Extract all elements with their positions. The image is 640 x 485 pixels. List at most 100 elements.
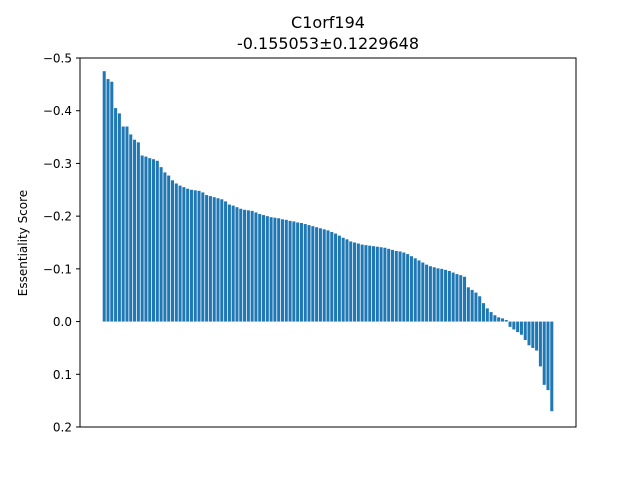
bar	[292, 221, 296, 322]
bar	[220, 199, 224, 322]
bar	[383, 247, 387, 322]
bar	[413, 258, 417, 322]
bar	[375, 246, 379, 322]
bar	[341, 237, 345, 322]
bar	[102, 71, 106, 322]
bar	[455, 274, 459, 322]
bar	[136, 142, 140, 322]
bar	[364, 245, 368, 322]
y-axis: −0.5 −0.4 −0.3 −0.2 −0.1 0.0 0.1 0.2	[43, 52, 80, 435]
bar	[387, 248, 391, 322]
bar	[322, 229, 326, 322]
bar	[379, 247, 383, 322]
bar	[349, 241, 353, 322]
bar	[117, 113, 121, 322]
bar	[152, 159, 156, 322]
bar	[425, 264, 429, 322]
bar	[519, 321, 523, 335]
bar	[447, 270, 451, 322]
bar	[170, 180, 174, 322]
bar	[356, 243, 360, 322]
bar	[504, 319, 508, 322]
bar	[311, 226, 315, 322]
bar	[535, 321, 539, 351]
bar	[144, 156, 148, 322]
bar	[523, 321, 527, 341]
y-axis-label: Essentiality Score	[16, 190, 30, 296]
bar	[334, 233, 338, 322]
y-tick-label: 0.1	[53, 368, 72, 382]
bar	[353, 242, 357, 322]
bar	[235, 207, 239, 322]
bar	[227, 204, 231, 322]
bar	[129, 134, 133, 322]
bar	[436, 268, 440, 322]
bar	[280, 219, 284, 322]
bar	[398, 251, 402, 322]
bar	[307, 225, 311, 322]
bar	[360, 244, 364, 322]
y-tick-label: 0.0	[53, 315, 72, 329]
bar	[550, 321, 554, 412]
bar	[493, 315, 497, 322]
bar	[273, 217, 277, 322]
bar	[500, 318, 504, 322]
bar	[246, 210, 250, 322]
bar	[372, 246, 376, 322]
bar	[212, 197, 216, 322]
bar	[417, 260, 421, 322]
plot-frame	[79, 57, 577, 428]
bar	[406, 254, 410, 322]
bar	[390, 249, 394, 322]
bar	[216, 198, 220, 322]
bar	[440, 268, 444, 322]
bar	[133, 139, 137, 322]
y-tick-label: −0.5	[43, 52, 72, 66]
bar	[277, 218, 281, 322]
bar	[444, 269, 448, 322]
bar	[201, 192, 205, 322]
bar	[288, 220, 292, 322]
bar	[428, 266, 432, 322]
bar	[368, 245, 372, 322]
bar	[531, 321, 535, 348]
bar	[432, 267, 436, 322]
bar	[508, 321, 512, 327]
bar	[330, 231, 334, 322]
bar	[189, 189, 193, 322]
bar	[197, 190, 201, 322]
bar	[174, 183, 178, 322]
bar	[239, 208, 243, 322]
bar	[178, 185, 182, 322]
y-tick-label: 0.2	[53, 421, 72, 435]
bar	[148, 158, 152, 322]
bar	[466, 287, 470, 322]
y-tick-label: −0.3	[43, 157, 72, 171]
bar	[527, 321, 531, 346]
bar	[409, 256, 413, 322]
bar	[337, 235, 341, 322]
bar	[421, 262, 425, 322]
bar	[546, 321, 550, 391]
bar	[542, 321, 546, 385]
bar	[121, 126, 125, 322]
bar	[284, 219, 288, 322]
bar	[125, 126, 129, 322]
bar-series	[102, 71, 554, 412]
bar	[489, 312, 493, 322]
bar	[451, 272, 455, 322]
bar	[224, 201, 228, 322]
bar	[516, 321, 520, 333]
bar	[315, 227, 319, 322]
bar	[402, 252, 406, 322]
bar	[470, 289, 474, 322]
bar	[512, 321, 516, 330]
y-tick-label: −0.2	[43, 210, 72, 224]
bar	[459, 275, 463, 322]
bar	[303, 224, 307, 322]
bar	[481, 303, 486, 322]
y-tick-label: −0.1	[43, 262, 72, 276]
bar	[114, 108, 118, 322]
bar	[485, 308, 489, 322]
